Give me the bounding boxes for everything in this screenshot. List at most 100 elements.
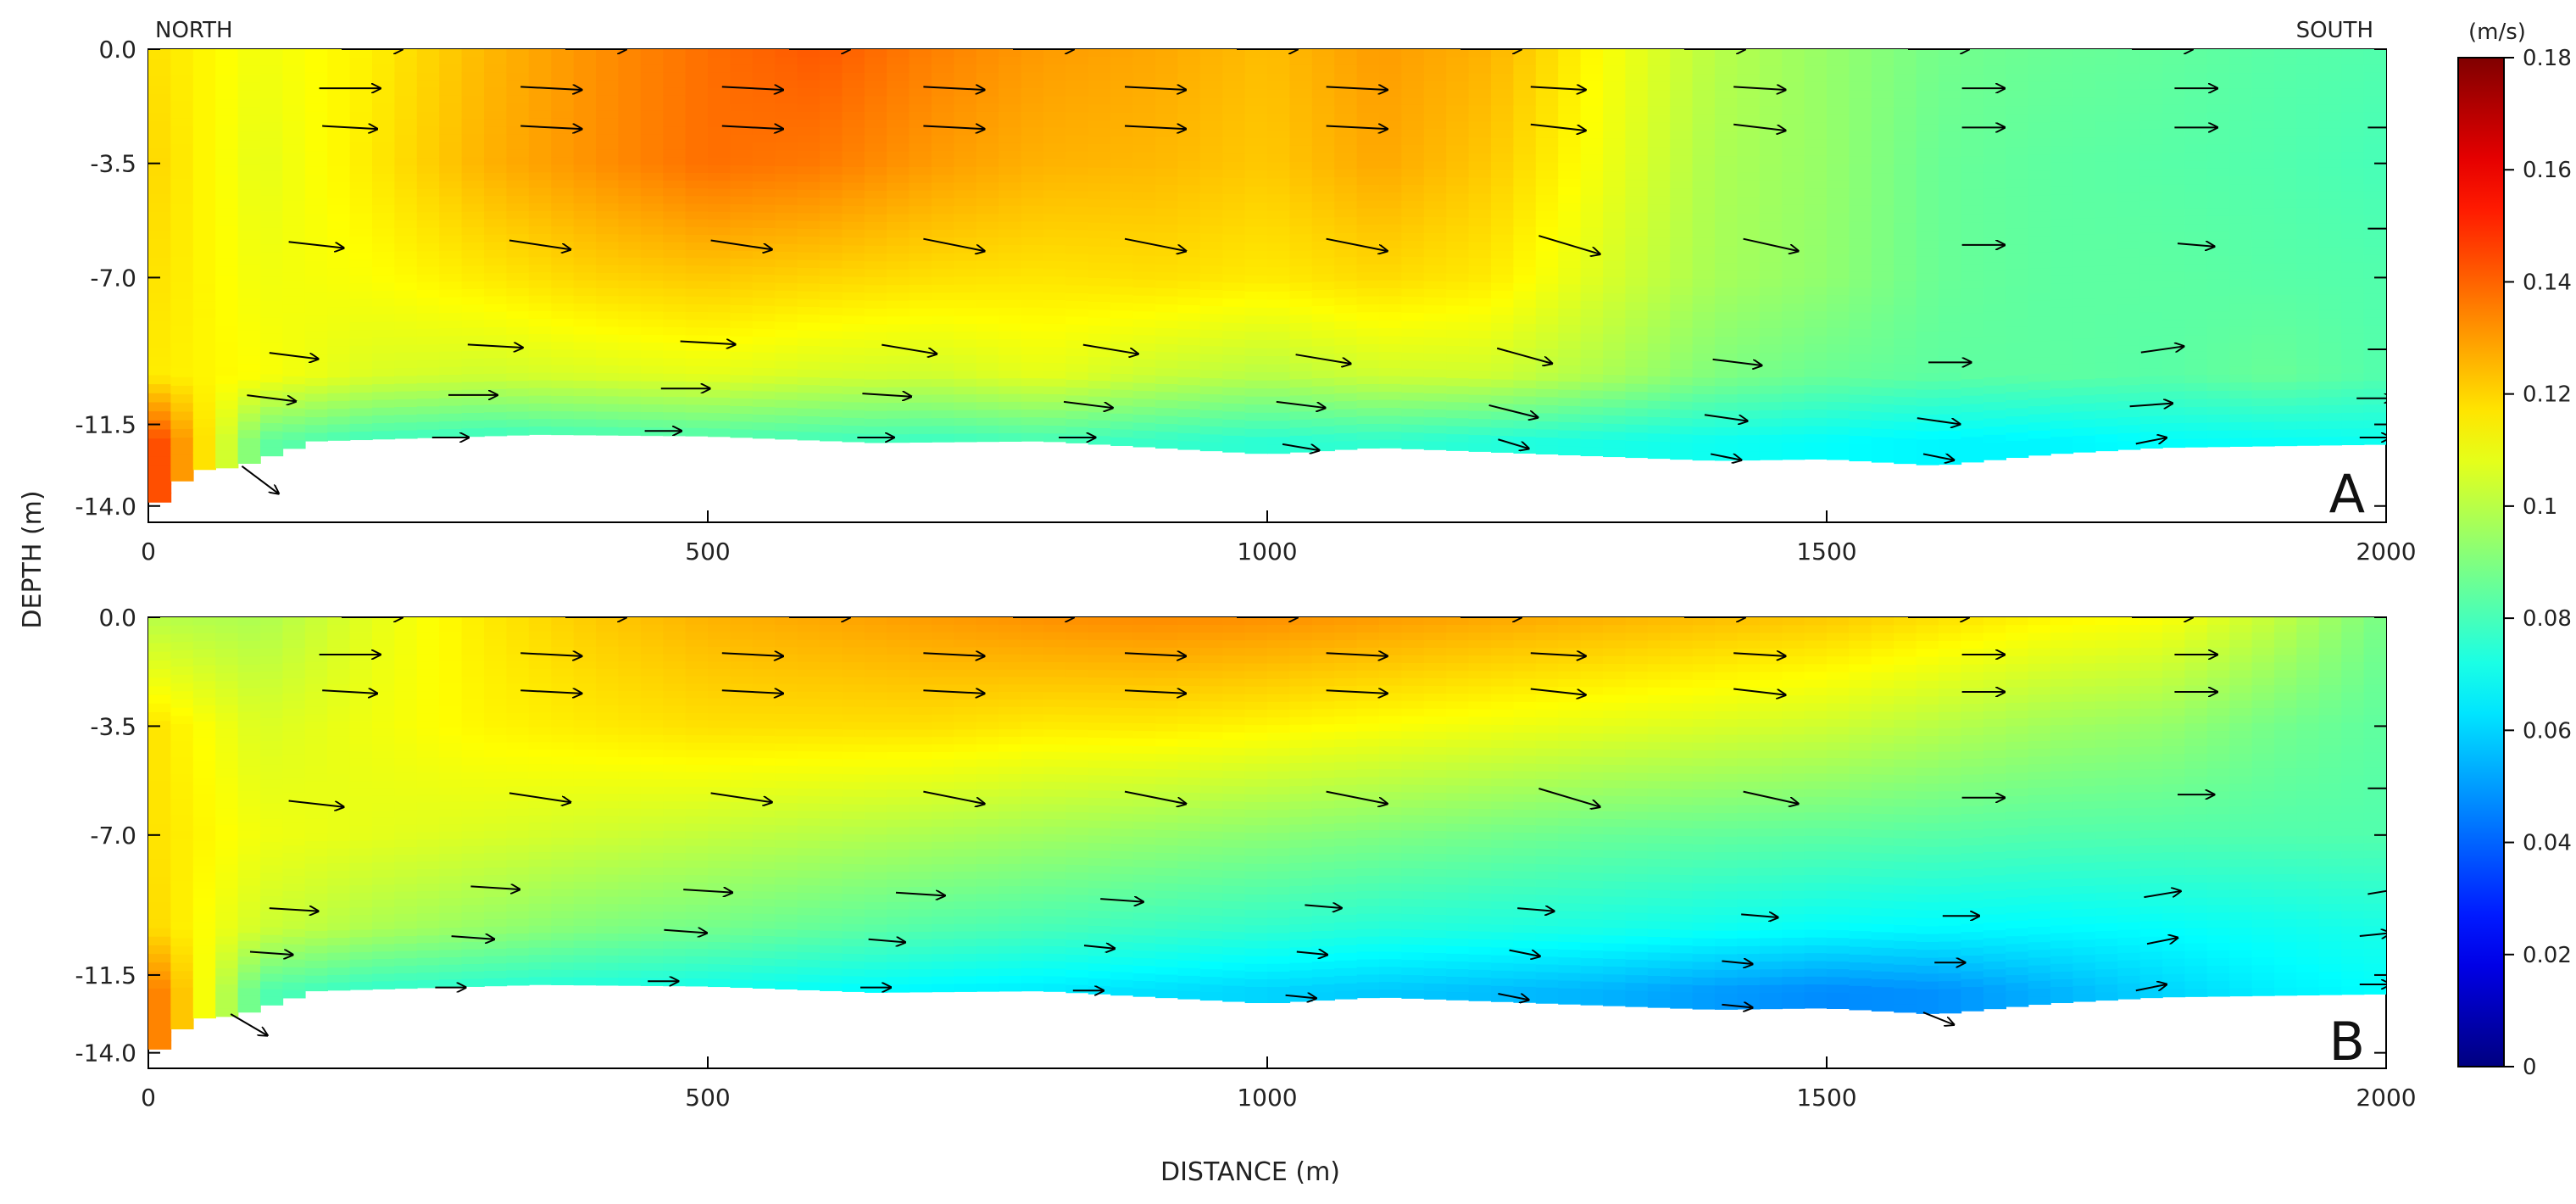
panel-a-field-cell <box>148 85 172 96</box>
panel-a-field-cell <box>1603 269 1627 278</box>
panel-a-field-cell <box>842 332 865 341</box>
panel-a-field-cell <box>237 90 261 100</box>
panel-a-field-cell <box>1289 89 1313 98</box>
panel-a-field-cell <box>1535 235 1559 244</box>
panel-a-field-cell <box>640 396 664 405</box>
panel-a-field-cell <box>932 308 955 317</box>
panel-a-field-cell <box>394 212 418 221</box>
panel-a-field-cell <box>1535 388 1559 399</box>
panel-a-field-cell <box>1446 64 1470 75</box>
panel-a-field-cell <box>1222 331 1246 340</box>
panel-a-field-cell <box>2095 442 2118 452</box>
panel-a-field-cell <box>573 118 597 127</box>
panel-a-field-cell <box>976 284 999 293</box>
panel-a-field-cell <box>1043 49 1067 59</box>
panel-a-field-cell <box>2117 129 2141 138</box>
panel-a-field-cell <box>2341 262 2365 271</box>
panel-a-field-cell <box>1043 135 1067 144</box>
panel-a-field-cell <box>1021 378 1044 387</box>
panel-a-field-cell <box>842 127 865 137</box>
panel-a-field-cell <box>1647 400 1671 410</box>
panel-a-field-cell <box>349 142 373 152</box>
panel-a-field-cell <box>260 227 284 237</box>
panel-a-field-cell <box>1782 303 1805 313</box>
panel-a-field-cell <box>976 378 999 387</box>
panel-a-field-cell <box>618 226 642 236</box>
panel-a-field-cell <box>618 427 642 436</box>
panel-a-field-cell <box>1580 309 1604 319</box>
panel-a-field-cell <box>148 193 172 204</box>
panel-a-field-cell <box>416 134 440 143</box>
panel-a-field-cell <box>1983 139 2006 148</box>
panel-a-field-cell <box>528 118 552 127</box>
panel-a-field-cell <box>596 142 620 151</box>
panel-a-field-cell <box>820 292 843 301</box>
panel-a-field-cell <box>1558 268 1582 277</box>
panel-a-field-cell <box>618 219 642 228</box>
panel-a-field-cell <box>2341 88 2365 98</box>
panel-a-field-cell <box>752 134 776 143</box>
panel-a-field-cell <box>1827 262 1850 272</box>
panel-a-field-cell <box>2006 187 2029 198</box>
panel-a-field-cell <box>708 304 732 314</box>
panel-a-field-cell <box>618 419 642 428</box>
panel-a-field-cell <box>775 368 798 377</box>
panel-a-field-cell <box>192 410 216 420</box>
panel-a-field-cell <box>1110 287 1134 296</box>
panel-a-field-cell <box>2028 138 2051 148</box>
panel-a-field-cell <box>1446 217 1470 226</box>
panel-a-field-cell <box>1692 164 1716 174</box>
panel-a-field-cell <box>1759 221 1783 231</box>
panel-a-field-cell <box>1513 73 1537 82</box>
panel-a-field-cell <box>618 242 642 251</box>
panel-a-field-cell <box>1916 181 1939 192</box>
panel-a-field-cell <box>976 237 999 247</box>
panel-a-field-cell <box>573 226 597 236</box>
panel-a-field-cell <box>1849 188 1872 198</box>
panel-a-field-cell <box>887 214 910 223</box>
panel-a-field-cell <box>1423 113 1447 122</box>
panel-a-field-cell <box>1155 104 1179 114</box>
panel-a-field-cell <box>1647 180 1671 189</box>
panel-a-field-cell <box>304 299 328 309</box>
panel-a-field-cell <box>304 338 328 348</box>
panel-a-field-cell <box>909 151 932 160</box>
panel-a-field-cell <box>1311 337 1335 348</box>
panel-a-field-cell <box>2318 294 2342 304</box>
panel-a-field-cell <box>304 401 328 410</box>
panel-a-field-cell <box>2095 330 2118 339</box>
panel-a-field-cell <box>528 410 552 420</box>
panel-a-field-cell <box>170 333 194 343</box>
panel-a-field-cell <box>1580 342 1604 351</box>
panel-a-field-cell <box>1737 90 1761 99</box>
panel-a-field-cell <box>1894 338 1917 348</box>
panel-a-field-cell <box>887 276 910 286</box>
panel-a-field-cell <box>237 305 261 315</box>
panel-a-field-cell <box>1737 287 1761 297</box>
panel-a-field-cell <box>237 231 261 241</box>
panel-a-field-cell <box>372 72 396 81</box>
panel-a-field-cell <box>640 211 664 220</box>
panel-a-field-cell <box>2229 343 2253 352</box>
panel-a-field-cell <box>528 326 552 335</box>
panel-a-field-cell <box>864 88 887 98</box>
panel-a-field-cell <box>1132 406 1156 416</box>
panel-a-field-cell <box>752 368 776 377</box>
panel-a-field-cell <box>551 326 575 336</box>
panel-a-field-cell <box>1737 123 1761 132</box>
panel-a-field-cell <box>215 442 239 452</box>
panel-a-field-cell <box>1468 314 1492 324</box>
panel-a-field-cell <box>237 397 261 406</box>
panel-a-field-cell <box>304 417 328 426</box>
panel-a-field-cell <box>1782 213 1805 222</box>
panel-a-field-cell <box>1759 90 1783 99</box>
panel-a-field-cell <box>976 190 999 199</box>
panel-a-field-cell <box>775 399 798 409</box>
panel-a-field-cell <box>1871 313 1894 323</box>
panel-a-field-cell <box>551 110 575 120</box>
panel-a-field-cell <box>192 351 216 361</box>
panel-a-field-cell <box>1155 209 1179 218</box>
panel-a-field-cell <box>551 203 575 212</box>
panel-a-field-cell <box>282 376 306 386</box>
panel-a-field-cell <box>1804 393 1828 403</box>
